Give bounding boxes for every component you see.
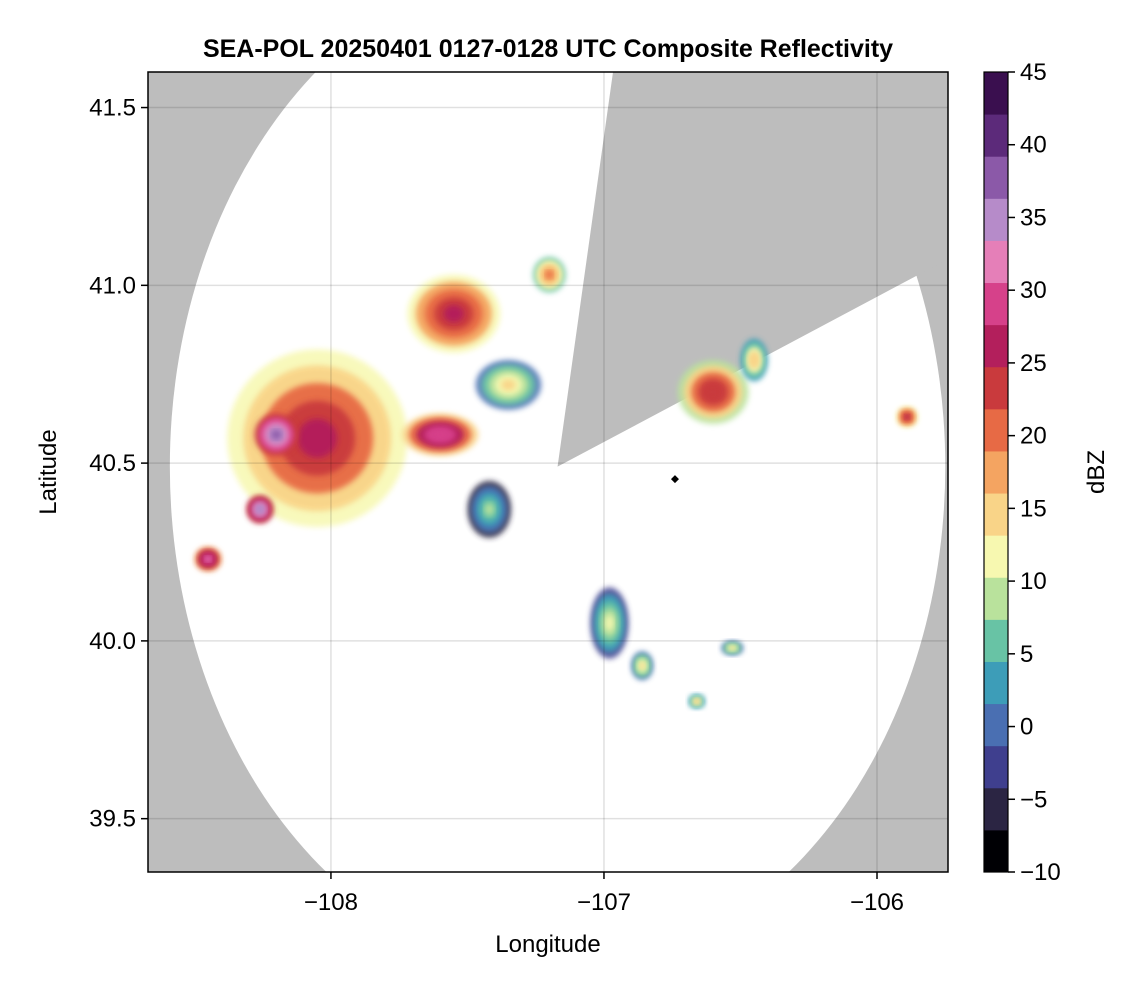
colorbar-segment bbox=[984, 156, 1008, 199]
colorbar-segment bbox=[984, 324, 1008, 368]
echo-contour bbox=[501, 379, 516, 391]
blocked-sector-0 bbox=[557, 72, 948, 467]
echo-cell-western-complex bbox=[227, 349, 408, 528]
echo-cell-east-fringe bbox=[740, 338, 768, 382]
echo-cell-south-cell-small bbox=[631, 651, 654, 680]
echo-cell-central-band-south bbox=[467, 480, 512, 538]
y-tick-label: 39.5 bbox=[89, 806, 136, 833]
echo-cell-western-core-2 bbox=[246, 495, 274, 524]
y-axis: 39.5 40.0 40.5 41.0 41.5 bbox=[89, 95, 148, 833]
echo-contour bbox=[695, 699, 699, 703]
echo-contour bbox=[205, 556, 212, 562]
echo-contour bbox=[443, 305, 465, 323]
colorbar-segment bbox=[984, 282, 1008, 326]
colorbar-segment bbox=[984, 450, 1008, 494]
x-tick-label: −106 bbox=[850, 889, 904, 916]
colorbar-tick-label: 40 bbox=[1020, 132, 1047, 159]
echo-contour bbox=[271, 429, 282, 440]
colorbar-tick-label: 45 bbox=[1020, 59, 1047, 86]
colorbar-segment bbox=[984, 829, 1008, 873]
colorbar-tick-label: 0 bbox=[1020, 714, 1033, 741]
echo-cell-south-stray-2 bbox=[721, 640, 744, 656]
colorbar-segment bbox=[984, 619, 1008, 662]
colorbar-segment bbox=[984, 72, 1008, 115]
echo-contour bbox=[904, 414, 910, 420]
echo-contour bbox=[605, 615, 614, 631]
colorbar-segment bbox=[984, 787, 1008, 831]
radar-site-marker bbox=[670, 475, 679, 484]
echo-cell-north-cell bbox=[407, 274, 501, 353]
echo-contour bbox=[751, 355, 758, 365]
echo-contour bbox=[484, 503, 495, 516]
x-tick-label: −107 bbox=[577, 889, 631, 916]
echo-cell-south-stray-1 bbox=[688, 694, 705, 709]
echo-contour bbox=[639, 662, 645, 669]
colorbar-segment bbox=[984, 535, 1008, 578]
colorbar-segment bbox=[984, 577, 1008, 620]
y-tick-label: 41.5 bbox=[89, 95, 136, 122]
colorbar-segment bbox=[984, 745, 1008, 789]
colorbar-tick-label: 15 bbox=[1020, 495, 1047, 522]
colorbar-segment bbox=[984, 114, 1008, 157]
y-tick-label: 40.0 bbox=[89, 628, 136, 655]
colorbar-segment bbox=[984, 493, 1008, 536]
echo-contour bbox=[256, 506, 263, 513]
colorbar-tick-label: 20 bbox=[1020, 423, 1047, 450]
echo-cells bbox=[194, 256, 918, 709]
colorbar-segment bbox=[984, 366, 1008, 410]
echo-cell-south-cluster bbox=[590, 587, 629, 659]
y-tick-label: 41.0 bbox=[89, 272, 136, 299]
echo-contour bbox=[705, 384, 721, 400]
echo-cell-western-core-1 bbox=[254, 413, 299, 456]
colorbar-segment bbox=[984, 198, 1008, 241]
echo-cell-western-band bbox=[401, 413, 479, 456]
colorbar-tick-label: −10 bbox=[1020, 859, 1061, 886]
echo-contour bbox=[545, 270, 553, 279]
colorbar-segment bbox=[984, 661, 1008, 705]
grid-lines bbox=[148, 72, 948, 872]
chart-title: SEA-POL 20250401 0127-0128 UTC Composite… bbox=[203, 35, 893, 63]
colorbar-segment bbox=[984, 408, 1008, 452]
colorbar-segment bbox=[984, 703, 1008, 747]
y-tick-label: 40.5 bbox=[89, 450, 136, 477]
x-axis: −108 −107 −106 bbox=[304, 872, 904, 916]
colorbar-label: dBZ bbox=[1083, 450, 1110, 494]
colorbar: −10 −5 0 5 10 15 20 25 30 35 40 45 bbox=[983, 59, 1061, 886]
echo-contour bbox=[729, 646, 735, 650]
colorbar-tick-label: 25 bbox=[1020, 350, 1047, 377]
echo-cell-central-east-cells bbox=[475, 360, 542, 410]
colorbar-tick-label: 35 bbox=[1020, 204, 1047, 231]
echo-contour bbox=[431, 429, 449, 440]
colorbar-tick-label: −5 bbox=[1020, 786, 1047, 813]
plot-frame bbox=[147, 71, 949, 873]
colorbar-segment bbox=[984, 240, 1008, 284]
colorbar-tick-label: 5 bbox=[1020, 641, 1033, 668]
x-axis-label: Longitude bbox=[495, 931, 600, 958]
echo-cell-north-east-cell bbox=[532, 256, 566, 293]
colorbar-frame bbox=[983, 71, 1009, 873]
echo-cell-southwest-cell bbox=[194, 546, 222, 572]
echo-cell-east-cell bbox=[677, 360, 749, 424]
plot-area bbox=[169, 72, 948, 872]
colorbar-tick-label: 10 bbox=[1020, 568, 1047, 595]
colorbar-tick-label: 30 bbox=[1020, 277, 1047, 304]
x-tick-label: −108 bbox=[304, 889, 358, 916]
echo-contour bbox=[297, 418, 338, 458]
echo-cell-far-east-cell bbox=[896, 406, 918, 428]
y-axis-label: Latitude bbox=[35, 429, 62, 514]
